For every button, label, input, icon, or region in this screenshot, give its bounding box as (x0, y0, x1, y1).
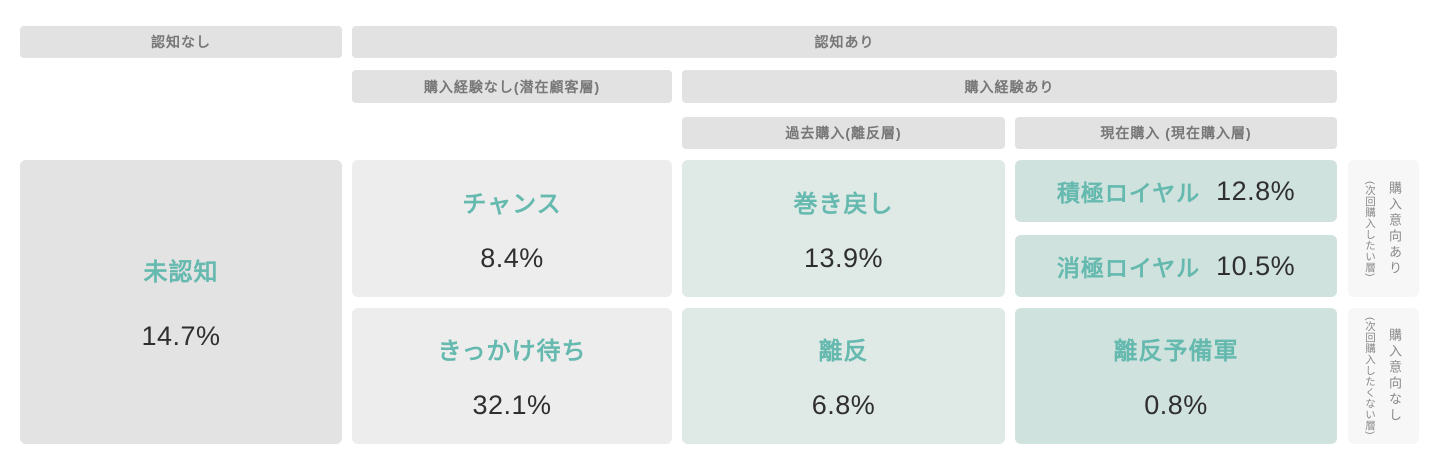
segment-churn-risk: 離反予備軍 0.8% (1015, 308, 1337, 444)
header-no-purchase-experience-label: 購入経験なし(潜在顧客層) (423, 78, 601, 95)
segment-waiting-for-trigger: きっかけ待ち 32.1% (352, 308, 672, 444)
segment-winback-label: 巻き戻し (793, 190, 894, 218)
purchase-intent-no-box: (次回購入したくない層) 購入意向なし (1348, 308, 1419, 444)
header-no-awareness: 認知なし (20, 26, 342, 58)
segment-chance-value: 8.4% (480, 242, 544, 273)
header-purchase-experience-label: 購入経験あり (964, 78, 1055, 95)
segment-unaware: 未認知 14.7% (20, 160, 342, 444)
header-awareness: 認知あり (352, 26, 1337, 58)
segment-churn-risk-value: 0.8% (1144, 390, 1208, 420)
purchase-intent-yes-label: 購入意向あり (1387, 180, 1402, 277)
segment-active-loyal-label: 積極ロイヤル (1056, 180, 1201, 206)
header-current-purchase: 現在購入 (現在購入層) (1015, 117, 1337, 149)
header-past-purchase: 過去購入(離反層) (682, 117, 1005, 149)
segment-passive-loyal-value: 10.5% (1216, 250, 1296, 281)
purchase-intent-no-sublabel: (次回購入したくない層) (1364, 317, 1376, 435)
purchase-intent-yes-box: (次回購入したい層) 購入意向あり (1348, 160, 1419, 297)
segment-churned-value: 6.8% (811, 390, 876, 420)
loyal-segments-stack: 積極ロイヤル 12.8% 消極ロイヤル 10.5% (1015, 160, 1337, 297)
segment-waiting-label: きっかけ待ち (437, 338, 587, 365)
segment-winback: 巻き戻し 13.9% (682, 160, 1005, 297)
purchase-intent-yes-sublabel: (次回購入したい層) (1364, 180, 1376, 277)
segment-churn-risk-label: 離反予備軍 (1113, 338, 1239, 365)
header-no-purchase-experience: 購入経験なし(潜在顧客層) (352, 70, 672, 103)
purchase-intent-no-label: 購入意向なし (1387, 328, 1402, 424)
segment-unaware-label: 未認知 (143, 259, 219, 286)
segment-winback-value: 13.9% (803, 242, 884, 273)
segment-unaware-value: 14.7% (141, 321, 221, 351)
header-awareness-label: 認知あり (814, 34, 875, 50)
segment-chance-label: チャンス (462, 190, 562, 218)
segment-active-loyal: 積極ロイヤル 12.8% (1015, 160, 1337, 222)
segment-churned: 離反 6.8% (682, 308, 1005, 444)
segment-churned-label: 離反 (818, 338, 869, 365)
segment-passive-loyal-label: 消極ロイヤル (1056, 255, 1201, 281)
header-current-purchase-label: 現在購入 (現在購入層) (1100, 125, 1252, 141)
header-no-awareness-label: 認知なし (151, 34, 211, 50)
segment-active-loyal-value: 12.8% (1216, 175, 1296, 206)
header-purchase-experience: 購入経験あり (682, 70, 1337, 103)
segment-chance: チャンス 8.4% (352, 160, 672, 297)
segment-waiting-value: 32.1% (472, 390, 552, 420)
segment-passive-loyal: 消極ロイヤル 10.5% (1015, 235, 1337, 297)
header-past-purchase-label: 過去購入(離反層) (785, 125, 902, 141)
